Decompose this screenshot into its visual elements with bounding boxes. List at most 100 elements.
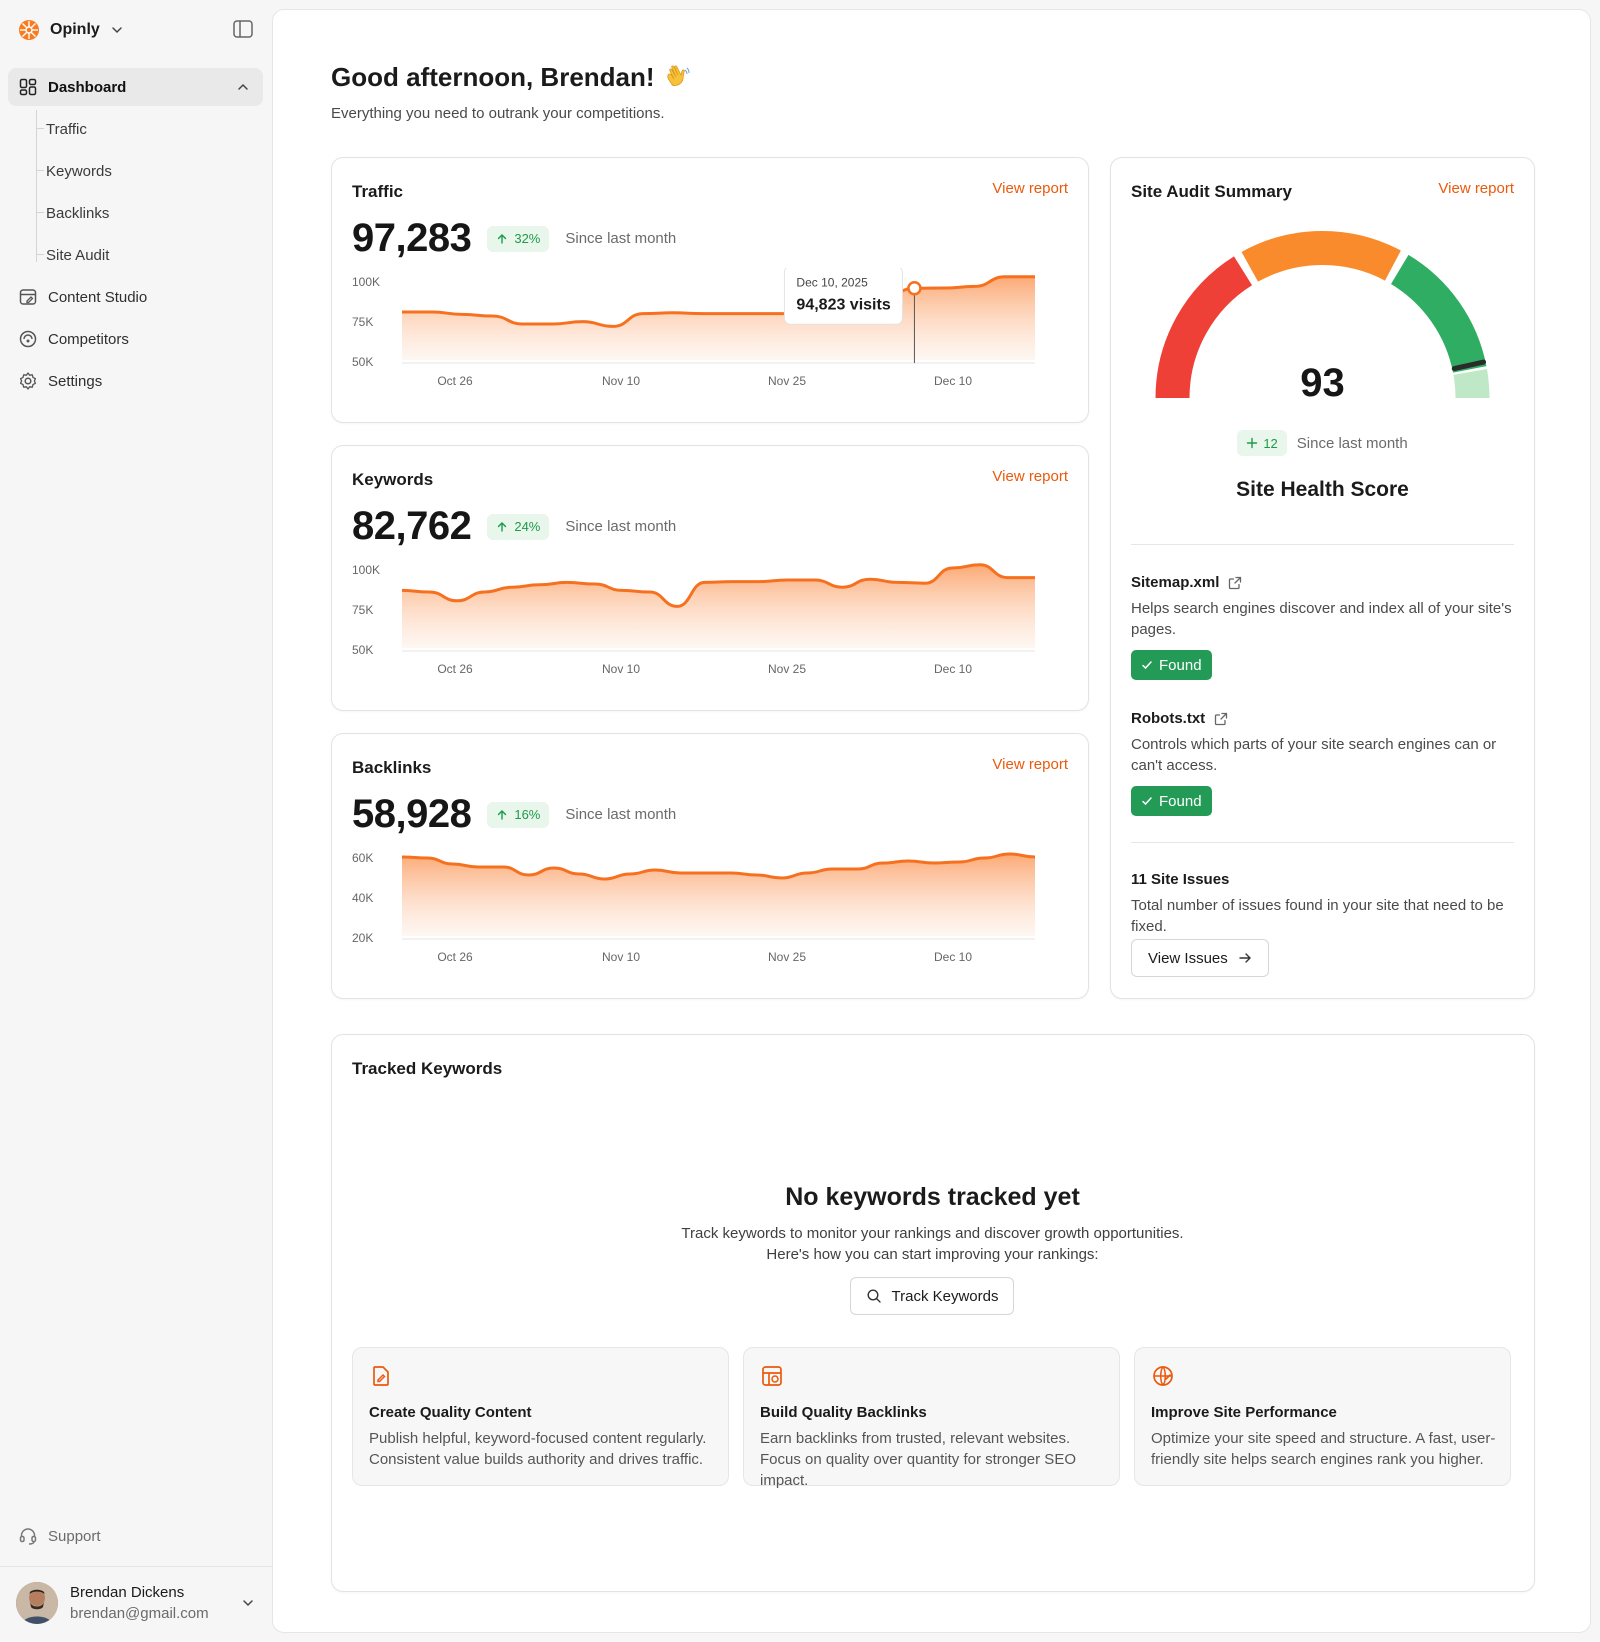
sidebar-item-dashboard[interactable]: Dashboard bbox=[8, 68, 263, 106]
y-tick-label: 50K bbox=[352, 355, 373, 369]
tooltip-box bbox=[783, 268, 903, 325]
support-label: Support bbox=[48, 1527, 101, 1545]
check-icon bbox=[1142, 661, 1152, 670]
tip-description: Earn backlinks from trusted, relevant we… bbox=[760, 1430, 1076, 1489]
subnav-rail bbox=[36, 110, 37, 262]
change-badge: 16% bbox=[487, 801, 550, 828]
x-tick-label: Nov 10 bbox=[602, 662, 640, 676]
competitors-icon bbox=[19, 330, 37, 348]
workspace-name: Opinly bbox=[50, 21, 100, 38]
dashboard-icon bbox=[19, 78, 37, 96]
arrow-up-icon bbox=[498, 521, 507, 532]
track-keywords-button[interactable]: Track Keywords bbox=[850, 1277, 1014, 1315]
empty-state-description: Track keywords to monitor your rankings … bbox=[332, 1223, 1533, 1265]
robots-status-badge: Found bbox=[1131, 786, 1212, 816]
tip-card: Create Quality Content Publish helpful, … bbox=[352, 1347, 729, 1486]
empty-state-title: No keywords tracked yet bbox=[785, 1183, 1080, 1211]
change-value: 16% bbox=[514, 807, 541, 822]
sidebar-item-label: Traffic bbox=[46, 120, 87, 138]
sidebar-item-backlinks[interactable]: Backlinks bbox=[28, 194, 263, 232]
since-label: Since last month bbox=[1296, 434, 1408, 452]
x-tick-label: Oct 26 bbox=[437, 374, 473, 388]
arrow-up-icon bbox=[498, 809, 507, 820]
score-change-value: 12 bbox=[1263, 435, 1278, 451]
chevron-up-icon bbox=[238, 83, 248, 90]
check-icon bbox=[1142, 797, 1152, 806]
x-tick-label: Oct 26 bbox=[437, 662, 473, 676]
score-change-badge: 12 bbox=[1237, 430, 1287, 456]
keywords-chart: 100K 75K 50K Oct 26 Nov 10 Nov 25 Dec 10 bbox=[352, 563, 1035, 676]
sidebar-item-traffic[interactable]: Traffic bbox=[28, 110, 263, 148]
area-fill bbox=[402, 854, 1035, 936]
view-report-link[interactable]: View report bbox=[1438, 180, 1514, 197]
gauge-segment-green bbox=[1390, 254, 1487, 374]
y-tick-label: 40K bbox=[352, 891, 373, 905]
sidebar-item-label: Content Studio bbox=[48, 288, 148, 306]
divider bbox=[1131, 842, 1514, 843]
divider bbox=[0, 1566, 272, 1567]
sidebar-item-competitors[interactable]: Competitors bbox=[8, 320, 263, 358]
sitemap-description: Helps search engines discover and index … bbox=[1131, 600, 1512, 638]
health-score-label: Site Health Score bbox=[1236, 478, 1409, 501]
change-badge: 32% bbox=[487, 225, 550, 252]
keywords-card: Keywords View report 82,762 24% Since la… bbox=[331, 445, 1089, 711]
gauge-segment-red bbox=[1155, 256, 1253, 399]
gear-icon bbox=[19, 372, 37, 390]
since-label: Since last month bbox=[565, 518, 677, 535]
score-change-row: 12 Since last month bbox=[1111, 430, 1534, 456]
x-tick-label: Dec 10 bbox=[934, 950, 972, 964]
change-badge: 24% bbox=[487, 513, 550, 540]
sidebar-item-label: Site Audit bbox=[46, 246, 110, 264]
y-tick-label: 100K bbox=[352, 563, 380, 577]
tooltip-date: Dec 10, 2025 bbox=[796, 275, 868, 289]
view-report-link[interactable]: View report bbox=[992, 468, 1068, 485]
tooltip-value: 94,823 visits bbox=[796, 296, 890, 313]
series-line bbox=[401, 563, 1035, 608]
user-menu[interactable]: Brendan Dickens brendan@gmail.com bbox=[16, 1580, 256, 1626]
sitemap-status-badge: Found bbox=[1131, 650, 1212, 680]
support-link[interactable]: Support bbox=[18, 1526, 101, 1546]
y-tick-label: 20K bbox=[352, 931, 373, 945]
sidebar-toggle-icon[interactable] bbox=[232, 18, 254, 40]
backlinks-chart: 60K 40K 20K Oct 26 Nov 10 Nov 25 Dec 10 bbox=[352, 851, 1036, 964]
user-info: Brendan Dickens brendan@gmail.com bbox=[70, 1584, 209, 1622]
description-line: Track keywords to monitor your rankings … bbox=[681, 1225, 1184, 1242]
document-edit-icon bbox=[373, 1366, 389, 1386]
view-issues-button[interactable]: View Issues bbox=[1131, 939, 1269, 977]
user-name: Brendan Dickens bbox=[70, 1584, 185, 1601]
backlinks-card: Backlinks View report 58,928 16% Since l… bbox=[331, 733, 1089, 999]
arrow-up-icon bbox=[498, 233, 507, 244]
card-title: Tracked Keywords bbox=[352, 1059, 503, 1078]
tip-card: Improve Site Performance Optimize your s… bbox=[1134, 1347, 1511, 1486]
search-icon bbox=[866, 1289, 881, 1303]
sidebar-item-settings[interactable]: Settings bbox=[8, 362, 263, 400]
divider bbox=[1131, 544, 1514, 545]
metric-row: 58,928 16% Since last month bbox=[352, 792, 676, 837]
sidebar-item-site-audit[interactable]: Site Audit bbox=[28, 236, 263, 274]
view-report-link[interactable]: View report bbox=[992, 756, 1068, 773]
sidebar-item-label: Keywords bbox=[46, 162, 112, 180]
health-score-value: 93 bbox=[1300, 361, 1345, 405]
tip-card: Build Quality Backlinks Earn backlinks f… bbox=[743, 1347, 1120, 1489]
workspace-switcher[interactable]: Opinly bbox=[18, 16, 124, 44]
external-link-icon[interactable] bbox=[1227, 575, 1243, 591]
plus-icon bbox=[1247, 437, 1258, 449]
change-value: 24% bbox=[514, 519, 541, 534]
chevron-down-icon bbox=[243, 1600, 253, 1607]
sidebar-item-content-studio[interactable]: Content Studio bbox=[8, 278, 263, 316]
x-tick-label: Oct 26 bbox=[437, 950, 473, 964]
sidebar-item-keywords[interactable]: Keywords bbox=[28, 152, 263, 190]
opinly-logo-icon bbox=[19, 20, 39, 40]
page-subtitle: Everything you need to outrank your comp… bbox=[331, 105, 665, 122]
metric-value: 58,928 bbox=[352, 792, 472, 836]
site-issues-description: Total number of issues found in your sit… bbox=[1131, 897, 1504, 935]
tip-title: Create Quality Content bbox=[369, 1404, 532, 1421]
tip-description: Optimize your site speed and structure. … bbox=[1151, 1430, 1496, 1468]
status-label: Found bbox=[1159, 656, 1202, 674]
external-link-icon[interactable] bbox=[1213, 711, 1229, 727]
y-tick-label: 75K bbox=[352, 315, 373, 329]
view-report-link[interactable]: View report bbox=[992, 180, 1068, 197]
sidebar: Opinly Dashboard Traffic Keywords Backli… bbox=[0, 0, 272, 1642]
sidebar-nav: Dashboard Traffic Keywords Backlinks Sit… bbox=[8, 68, 263, 404]
x-tick-label: Nov 25 bbox=[768, 950, 806, 964]
